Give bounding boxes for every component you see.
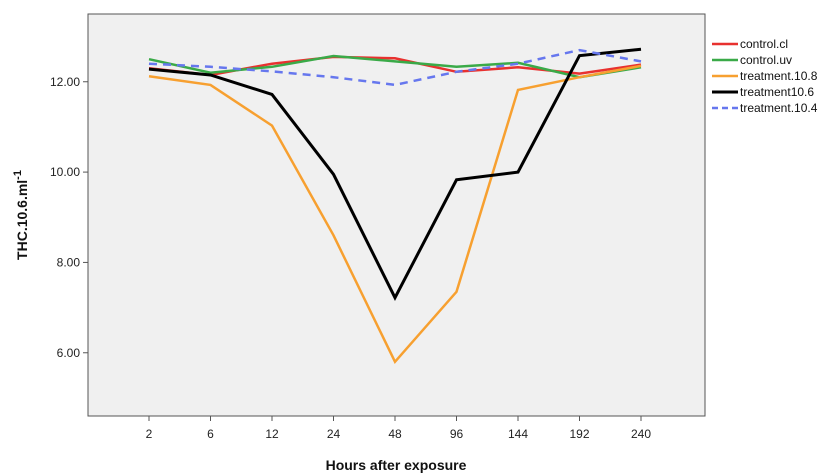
y-axis-title-group: THC.10.6.ml-1 — [12, 170, 30, 260]
legend: control.cl control.uv treatment.10.8 treatm… — [712, 37, 818, 115]
x-axis: 2 6 12 24 48 96 144 192 240 — [146, 416, 651, 441]
y-tick-label: 8.00 — [57, 255, 81, 269]
series-line-control-uv — [148, 54, 642, 79]
y-tick-label: 10.00 — [50, 165, 80, 179]
x-tick-label: 24 — [327, 427, 341, 441]
svg-text:THC.10.6.ml-1: THC.10.6.ml-1 — [12, 170, 30, 260]
x-axis-title: Hours after exposure — [326, 457, 467, 473]
y-axis-title: THC.10.6.ml — [14, 180, 30, 260]
legend-label-treatment-10-4: treatment.10.4 — [740, 101, 818, 115]
legend-label-treatment-10-8: treatment.10.8 — [740, 69, 818, 83]
series-line-treatment-10-8 — [148, 64, 642, 365]
legend-label-control-cl: control.cl — [740, 37, 788, 51]
x-tick-label: 48 — [388, 427, 402, 441]
plot-area — [87, 13, 706, 417]
y-tick-label: 6.00 — [57, 346, 81, 360]
x-tick-label: 12 — [265, 427, 279, 441]
y-axis-title-superscript: -1 — [12, 170, 24, 180]
x-tick-label: 240 — [631, 427, 651, 441]
legend-label-control-uv: control.uv — [740, 53, 792, 67]
y-tick-label: 12.00 — [50, 75, 80, 89]
x-tick-label: 144 — [508, 427, 528, 441]
x-tick-label: 6 — [207, 427, 214, 441]
y-axis: 6.00 8.00 10.00 12.00 — [50, 75, 88, 360]
series-line-treatment10-6 — [148, 47, 642, 302]
x-tick-label: 96 — [450, 427, 464, 441]
series-lines — [148, 47, 642, 365]
x-tick-label: 2 — [146, 427, 153, 441]
legend-label-treatment10-6: treatment10.6 — [740, 85, 814, 99]
series-line-treatment-10-4 — [148, 48, 642, 87]
x-tick-label: 192 — [569, 427, 589, 441]
